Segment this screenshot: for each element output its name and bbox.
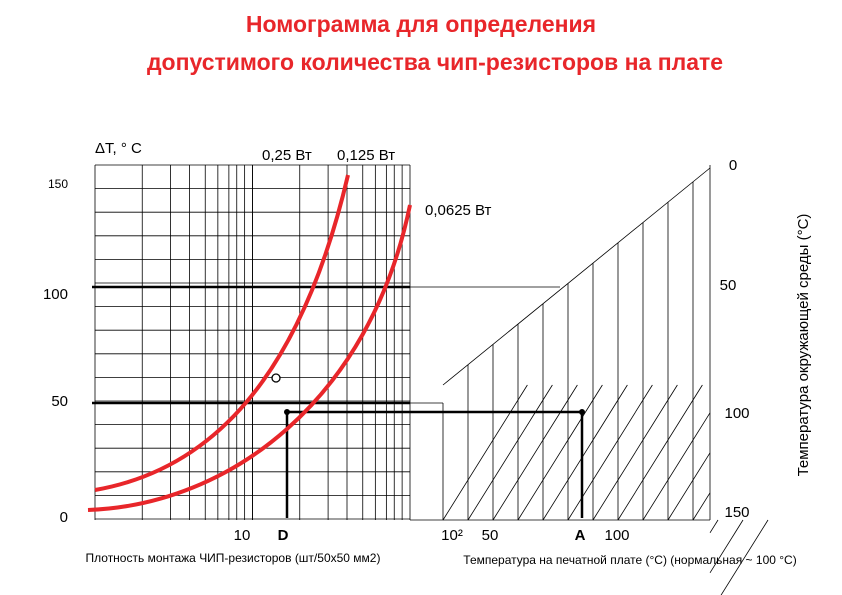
- right-tick: 0: [729, 157, 737, 174]
- grid-line: [709, 519, 744, 574]
- curve: [87, 204, 412, 512]
- left-tick: 50: [51, 393, 68, 410]
- right-tick: 100: [724, 405, 749, 422]
- curve: [94, 174, 350, 492]
- route-line: [285, 410, 584, 518]
- dot: [579, 409, 585, 415]
- curve-label: 0,125 Вт: [337, 147, 395, 164]
- left-tick: 100: [43, 286, 68, 303]
- curve-label: 0,25 Вт: [262, 147, 312, 164]
- grid-line: [442, 167, 711, 386]
- grid-line: [467, 384, 553, 521]
- bottom-tick: 100: [604, 527, 629, 544]
- right-tick: 150: [724, 504, 749, 521]
- grid-line: [642, 412, 711, 521]
- right-tick: 50: [720, 277, 737, 294]
- grid-line: [567, 384, 653, 521]
- grid-line: [517, 384, 603, 521]
- grid-line: [709, 519, 719, 534]
- grid-line: [617, 384, 703, 521]
- grid-line: [542, 384, 628, 521]
- bottom-tick: A: [575, 527, 586, 544]
- grid-line: [592, 384, 678, 521]
- bottom-tick: 50: [482, 527, 499, 544]
- bottom-left-label: Плотность монтажа ЧИП-резисторов (шт/50х…: [86, 551, 381, 565]
- bottom-tick: 10: [234, 527, 251, 544]
- grid-line: [667, 452, 711, 521]
- bottom-tick: D: [278, 527, 289, 544]
- grid-line: [720, 519, 769, 595]
- grid-line: [692, 492, 711, 521]
- title-line: допустимого количества чип-резисторов на…: [147, 49, 723, 75]
- grid: [94, 164, 769, 595]
- dot: [284, 409, 290, 415]
- left-axis-label: ΔT, ° C: [95, 140, 142, 157]
- left-tick: 0: [60, 509, 68, 526]
- marker: [271, 373, 281, 383]
- left-tick: 150: [48, 177, 68, 191]
- grid-line: [492, 384, 578, 521]
- bottom-tick: 10²: [441, 527, 463, 544]
- title-line: Номограмма для определения: [246, 11, 596, 37]
- grid-line: [442, 384, 528, 521]
- bottom-right-label: Температура на печатной плате (°C) (норм…: [463, 553, 796, 567]
- curve-label: 0,0625 Вт: [425, 202, 492, 219]
- right-axis-label: Температура окружающей среды (°C): [795, 214, 812, 477]
